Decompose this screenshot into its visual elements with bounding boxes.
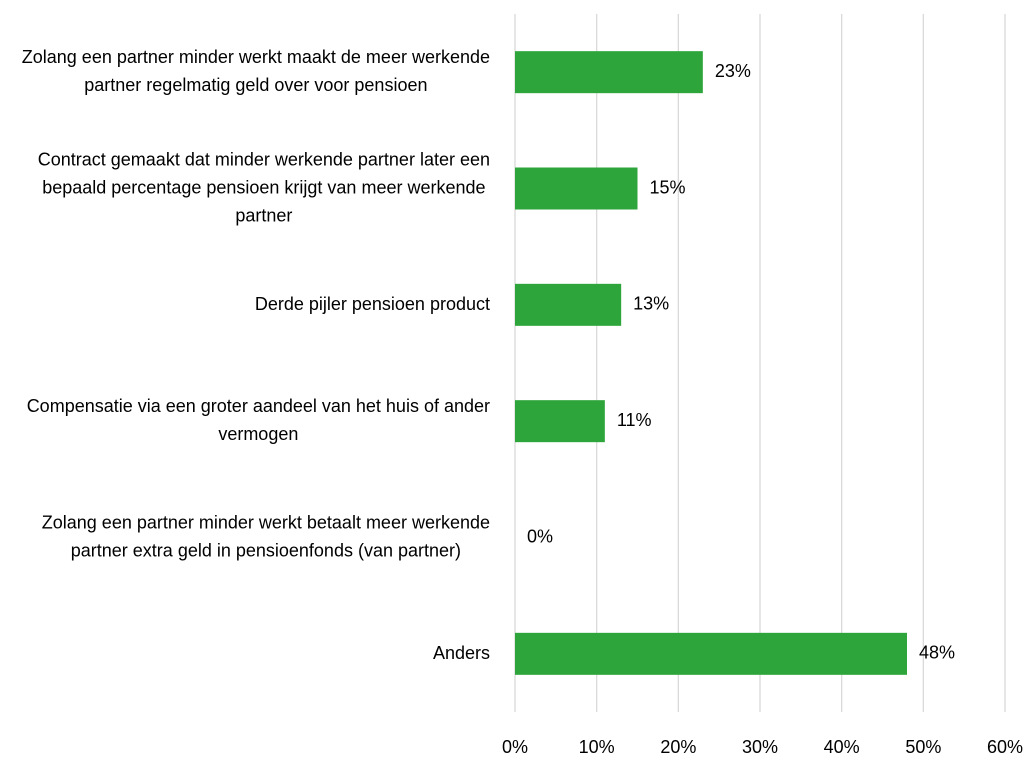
y-tick-label: Compensatie via een groter aandeel van h… bbox=[27, 396, 490, 444]
value-label: 0% bbox=[527, 526, 553, 546]
x-tick-label: 0% bbox=[502, 737, 528, 757]
label-line: partner bbox=[235, 205, 292, 225]
bar bbox=[515, 51, 703, 94]
y-tick-label: Contract gemaakt dat minder werkende par… bbox=[38, 149, 490, 225]
y-tick-label: Zolang een partner minder werkt betaalt … bbox=[42, 512, 490, 560]
x-tick-label: 40% bbox=[824, 737, 860, 757]
y-tick-label: Derde pijler pensioen product bbox=[255, 294, 490, 314]
label-line: Zolang een partner minder werkt maakt de… bbox=[22, 47, 490, 67]
x-tick-label: 50% bbox=[905, 737, 941, 757]
label-line: Derde pijler pensioen product bbox=[255, 294, 490, 314]
bar bbox=[515, 632, 907, 675]
label-line: partner extra geld in pensioenfonds (van… bbox=[71, 540, 461, 560]
label-line: Zolang een partner minder werkt betaalt … bbox=[42, 512, 490, 532]
value-label: 11% bbox=[617, 410, 652, 430]
label-line: partner regelmatig geld over voor pensio… bbox=[84, 75, 427, 95]
label-line: bepaald percentage pensioen krijgt van m… bbox=[42, 177, 485, 197]
label-line: Contract gemaakt dat minder werkende par… bbox=[38, 149, 490, 169]
y-tick-label: Anders bbox=[433, 643, 490, 663]
value-label: 13% bbox=[633, 294, 669, 314]
bar bbox=[515, 167, 638, 210]
x-tick-label: 30% bbox=[742, 737, 778, 757]
x-tick-label: 10% bbox=[579, 737, 615, 757]
y-tick-label: Zolang een partner minder werkt maakt de… bbox=[22, 47, 490, 95]
x-tick-label: 60% bbox=[987, 737, 1023, 757]
value-label: 15% bbox=[650, 177, 686, 197]
label-line: vermogen bbox=[218, 424, 298, 444]
x-tick-label: 20% bbox=[660, 737, 696, 757]
label-line: Compensatie via een groter aandeel van h… bbox=[27, 396, 490, 416]
bar bbox=[515, 283, 622, 326]
value-label: 48% bbox=[919, 643, 955, 663]
value-label: 23% bbox=[715, 61, 751, 81]
bar bbox=[515, 400, 605, 443]
label-line: Anders bbox=[433, 643, 490, 663]
